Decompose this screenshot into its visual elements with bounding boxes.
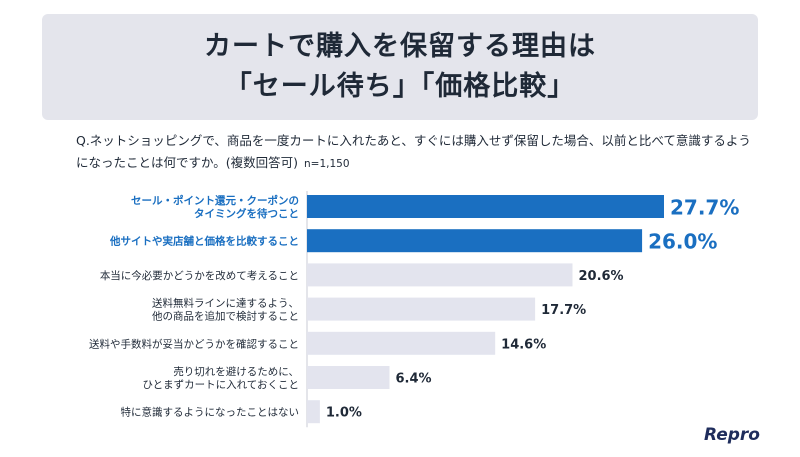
value-label-2: 20.6% xyxy=(578,269,623,284)
value-label-4: 14.6% xyxy=(501,337,546,352)
category-label-4-0: 送料や手数料が妥当かどうかを確認すること xyxy=(89,337,299,350)
category-label-3-1: 他の商品を追加で検討すること xyxy=(152,310,299,323)
category-label-0-0: セール・ポイント還元・クーポンの xyxy=(131,194,299,207)
category-label-1-0: 他サイトや実店舗と価格を比較すること xyxy=(109,235,299,248)
value-label-0: 27.7% xyxy=(670,196,739,220)
bar-0 xyxy=(307,195,664,218)
title-line-1: カートで購入を保留する理由は xyxy=(204,31,596,62)
title-box: カートで購入を保留する理由は 「セール待ち」「価格比較」 xyxy=(42,14,758,120)
category-label-6-0: 特に意識するようになったことはない xyxy=(121,406,300,419)
value-label-3: 17.7% xyxy=(541,303,586,318)
repro-logo: Repro xyxy=(703,425,760,445)
value-label-5: 6.4% xyxy=(395,372,431,387)
bar-6 xyxy=(307,400,320,424)
value-label-6: 1.0% xyxy=(326,406,362,421)
category-label-5-1: ひとまずカートに入れておくこと xyxy=(142,379,299,391)
question-text: Q.ネットショッピングで、商品を一度カートに入れたあと、すぐには購入せず保留した… xyxy=(76,133,751,170)
bar-1 xyxy=(307,229,643,253)
bar-2 xyxy=(307,263,573,287)
sample-size: n=1,150 xyxy=(304,158,350,170)
value-label-1: 26.0% xyxy=(648,230,717,254)
category-label-5-0: 売り切れを避けるために、 xyxy=(173,365,299,378)
category-label-0-1: タイミングを待つこと xyxy=(194,207,299,220)
bar-5 xyxy=(307,366,390,389)
bar-4 xyxy=(307,331,496,355)
bar-3 xyxy=(307,297,536,321)
question: Q.ネットショッピングで、商品を一度カートに入れたあと、すぐには購入せず保留した… xyxy=(76,130,756,175)
title-line-2: 「セール待ち」「価格比較」 xyxy=(224,71,576,102)
category-label-2-0: 本当に今必要かどうかを改めて考えること xyxy=(100,269,299,282)
category-label-3-0: 送料無料ラインに達するよう、 xyxy=(152,297,299,310)
